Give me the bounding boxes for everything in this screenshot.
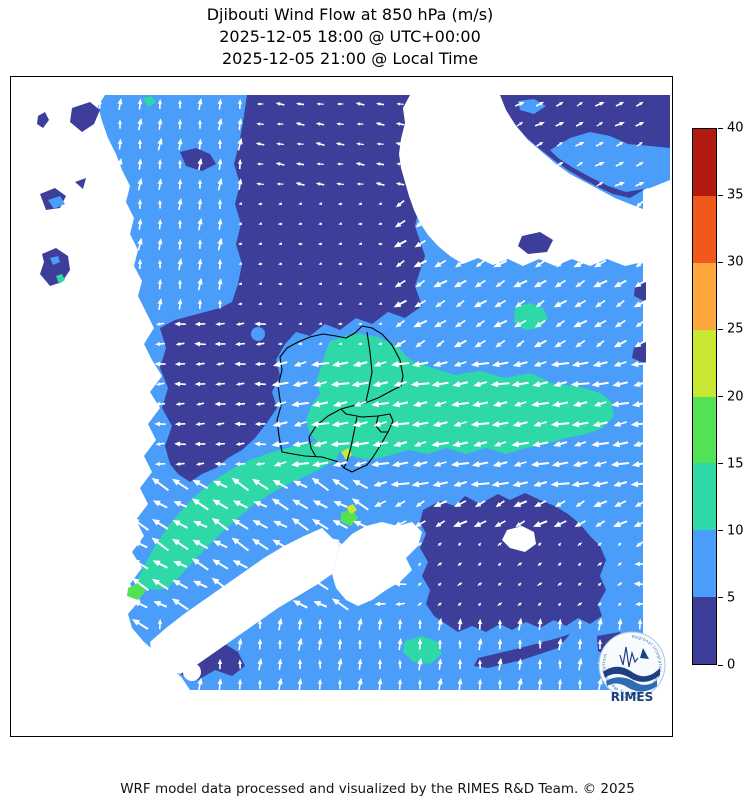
colorbar-tick-label: 30 [727,254,744,270]
colorbar-tick-label: 10 [727,523,744,539]
sail-icon [640,648,649,659]
map-region-light-speck-2 [298,370,310,382]
map-region-chartreuse-b [341,448,352,460]
colorbar-tick-label: 20 [727,389,744,404]
seismograph-icon [619,646,639,668]
colorbar-tickmark [718,328,723,330]
colorbar-tickmark [718,664,723,666]
colorbar-segment-15-20 [693,396,716,464]
colorbar-segment-5-10 [693,530,716,598]
colorbar-segment-20-25 [693,329,716,397]
wind-arrows [98,98,650,691]
map-region-light-wedge-ne [550,132,670,192]
map-region-light-notch-top [518,99,546,114]
colorbar-segment-30-35 [693,195,716,263]
map-region-margin-dark-1 [37,112,49,128]
rimes-logo: Regional Integrated Multi-Hazard Early W… [598,631,666,704]
map-panel [10,76,673,737]
map-region-margin-dark-5 [75,178,86,189]
colorbar-tickmark [718,194,723,196]
wind-map [10,76,673,737]
map-region-dark-streak [474,634,570,668]
map-region-nodata-coast-band [150,528,340,674]
page-title: Djibouti Wind Flow at 850 hPa (m/s) [206,5,494,24]
djibouti-border-4 [375,415,388,433]
map-region-chartreuse-a [346,504,357,514]
map-region-margin-dark-4 [40,248,70,286]
colorbar [692,128,717,665]
colorbar-tickmark [718,530,723,532]
colorbar-tick-label: 35 [727,187,744,203]
djibouti-border-1 [365,331,373,402]
map-region-margin-light-3 [48,196,65,209]
map-region-teal-band [306,333,614,460]
colorbar-segment-0-5 [693,597,716,664]
map-region-margin-dark-2 [70,102,100,132]
title-utc-time: 2025-12-05 18:00 @ UTC+00:00 [219,27,481,46]
colorbar-tick-label: 15 [727,456,744,472]
djibouti-border-0 [276,325,404,473]
colorbar-tickmark [718,597,723,599]
map-region-nodata-circle [183,663,201,681]
djibouti-border-2 [308,408,342,458]
colorbar-tick-label: 5 [727,590,736,606]
wave-icon-dark [603,666,660,682]
colorbar-tickmark [718,127,723,129]
map-region-nodata-blob [332,522,422,606]
map-region-teal-spot-bottom [403,636,442,664]
wave-icon-light [606,677,657,692]
figure-title-block: Djibouti Wind Flow at 850 hPa (m/s) 2025… [10,4,690,70]
colorbar-tickmark [718,261,723,263]
map-region-dark-main [160,95,425,482]
map-region-nodata-gulf [399,95,643,266]
colorbar-tick-label: 40 [727,120,744,136]
colorbar-segment-35-40 [693,129,716,196]
colorbar-tick-label: 25 [727,321,744,337]
colorbar-tick-label: 0 [727,657,736,673]
footer-credit: WRF model data processed and visualized … [120,781,635,797]
map-region-dark-bottom-mass [420,493,606,632]
map-region-margin-light-4 [50,256,60,265]
map-region-nodata-hole [502,526,536,552]
colorbar-segment-10-15 [693,463,716,531]
map-region-teal-fan [137,440,341,590]
rimes-logo-label: RIMES [611,690,654,704]
colorbar-tickmark [718,396,723,397]
map-region-dark-island-finger [518,232,553,254]
map-region-margin-teal-4 [56,274,65,284]
title-local-time: 2025-12-05 21:00 @ Local Time [221,49,479,68]
colorbar-tickmark [718,463,723,465]
map-region-dark-island-a [180,148,216,171]
map-region-green-spot-a [341,509,358,526]
map-region-green-spot-b [127,583,146,600]
map-region-dark-notch-b [632,342,646,364]
map-frame [10,76,673,737]
colorbar-ticks: 0 5 10 15 20 25 30 35 40 [718,121,755,673]
map-region-light-speck-1 [251,327,265,341]
map-region-teal-tiny-topleft [143,96,156,107]
colorbar-segment-25-30 [693,262,716,330]
